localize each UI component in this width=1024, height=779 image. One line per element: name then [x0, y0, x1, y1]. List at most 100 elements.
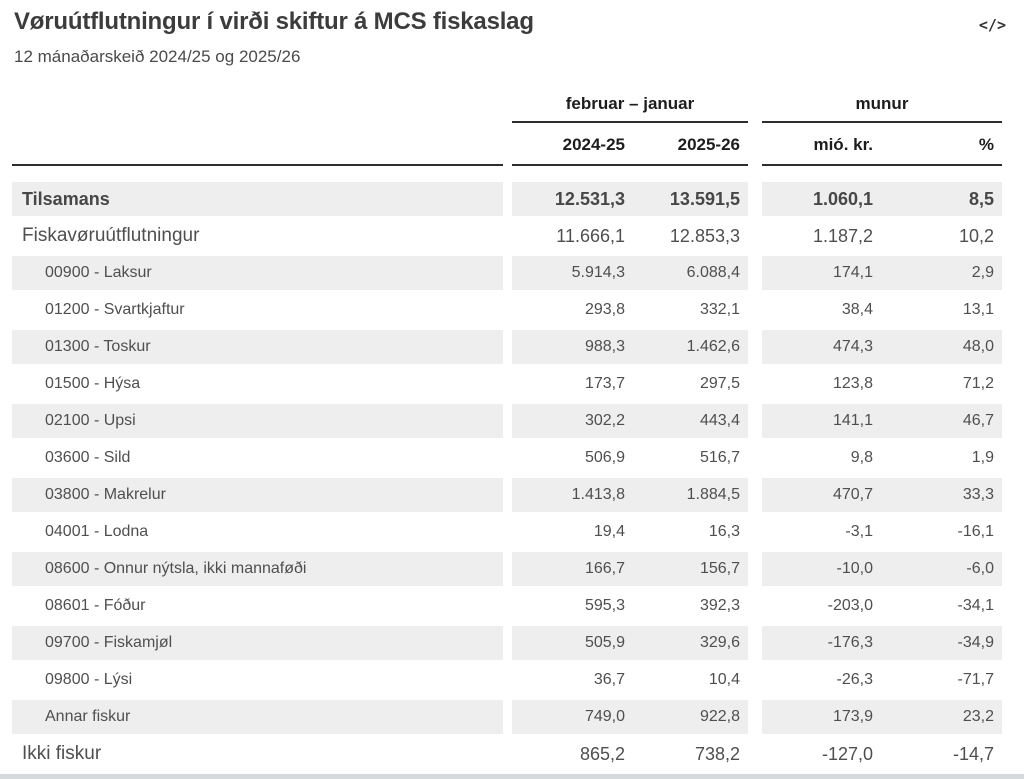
table-row: 04001 - Lodna 19,4 16,3 -3,1 -16,1 [12, 515, 1002, 549]
page-subtitle: 12 mánaðarskeið 2024/25 og 2025/26 [14, 47, 301, 66]
row-value: 156,7 [699, 560, 740, 577]
row-value: -71,7 [957, 671, 994, 688]
row-value: 173,9 [832, 708, 873, 725]
row-value: -10,0 [836, 560, 873, 577]
row-label: 08600 - Onnur nýtsla, ikki mannaføði [12, 552, 503, 586]
row-value: 2,9 [971, 264, 994, 281]
row-value: -176,3 [827, 634, 873, 651]
group-header-difference: munur [762, 92, 1002, 123]
table-row: 09800 - Lýsi 36,7 10,4 -26,3 -71,7 [12, 663, 1002, 697]
row-value: -6,0 [966, 560, 994, 577]
table-group-header-row: februar – januar munur [12, 92, 1002, 123]
row-label: 01300 - Toskur [12, 330, 503, 364]
page-header: Vøruútflutningur í virði skiftur á MCS f… [14, 8, 1010, 67]
table-row: 00900 - Laksur 5.914,3 6.088,4 174,1 2,9 [12, 256, 1002, 290]
table-row: 01300 - Toskur 988,3 1.462,6 474,3 48,0 [12, 330, 1002, 364]
column-header-2025-26: 2025-26 [677, 135, 740, 154]
row-label: 09700 - Fiskamjøl [12, 626, 503, 660]
row-value: 1.462,6 [686, 338, 740, 355]
column-header-mio-kr: mió. kr. [813, 135, 873, 154]
row-value: 922,8 [699, 708, 740, 725]
row-value: 1.884,5 [686, 486, 740, 503]
row-value: -203,0 [827, 597, 873, 614]
row-value: 1.187,2 [812, 226, 873, 246]
row-value: 12.853,3 [669, 226, 740, 246]
row-value: 392,3 [699, 597, 740, 614]
row-value: 9,8 [850, 449, 873, 466]
row-label: 04001 - Lodna [45, 523, 149, 540]
row-value: 5.914,3 [571, 264, 625, 281]
row-value: 173,7 [584, 375, 625, 392]
row-value: 1.060,1 [812, 189, 873, 209]
row-value: -127,0 [821, 744, 873, 764]
table-row: Fiskavøruútflutningur 11.666,1 12.853,3 … [12, 219, 1002, 253]
row-value: 36,7 [593, 671, 625, 688]
row-value: 13.591,5 [669, 189, 740, 209]
row-value: 297,5 [699, 375, 740, 392]
row-value: 988,3 [584, 338, 625, 355]
table-row: 09700 - Fiskamjøl 505,9 329,6 -176,3 -34… [12, 626, 1002, 660]
row-value: 516,7 [699, 449, 740, 466]
table-row: 03600 - Sild 506,9 516,7 9,8 1,9 [12, 441, 1002, 475]
row-value: 506,9 [584, 449, 625, 466]
row-value: 474,3 [832, 338, 873, 355]
row-value: 16,3 [708, 523, 740, 540]
row-value: 1.413,8 [571, 486, 625, 503]
row-value: 123,8 [832, 375, 873, 392]
row-value: 10,4 [708, 671, 740, 688]
group-header-period: februar – januar [512, 92, 748, 123]
row-value: -3,1 [845, 523, 873, 540]
row-value: 48,0 [962, 338, 994, 355]
table-row: 02100 - Upsi 302,2 443,4 141,1 46,7 [12, 404, 1002, 438]
page-title: Vøruútflutningur í virði skiftur á MCS f… [14, 8, 534, 35]
row-label: Ikki fiskur [22, 743, 102, 764]
row-value: 302,2 [584, 412, 625, 429]
column-header-spacer [12, 123, 503, 166]
row-label: 08601 - Fóður [45, 597, 146, 614]
row-value: -34,9 [957, 634, 994, 651]
row-value: 293,8 [584, 301, 625, 318]
row-value: 749,0 [584, 708, 625, 725]
row-value: 46,7 [962, 412, 994, 429]
row-value: 505,9 [584, 634, 625, 651]
table-row: 01500 - Hýsa 173,7 297,5 123,8 71,2 [12, 367, 1002, 401]
table-row: Tilsamans 12.531,3 13.591,5 1.060,1 8,5 [12, 182, 1002, 216]
row-value: 19,4 [593, 523, 625, 540]
group-header-spacer [12, 92, 503, 123]
row-value: -16,1 [957, 523, 994, 540]
table-row: Annar fiskur 749,0 922,8 173,9 23,2 [12, 700, 1002, 734]
table-row: Ikki fiskur 865,2 738,2 -127,0 -14,7 [12, 737, 1002, 771]
bottom-scrollbar-track[interactable] [0, 774, 1024, 779]
row-value: 595,3 [584, 597, 625, 614]
column-header-2024-25: 2024-25 [562, 135, 625, 154]
row-label: Tilsamans [12, 182, 503, 216]
row-value: 332,1 [699, 301, 740, 318]
row-value: 166,7 [584, 560, 625, 577]
row-label: 00900 - Laksur [12, 256, 503, 290]
data-table: februar – januar munur 2024-25 2025-26 m… [12, 92, 1002, 774]
row-value: -34,1 [957, 597, 994, 614]
row-label: Fiskavøruútflutningur [22, 225, 200, 246]
row-value: 8,5 [968, 189, 994, 209]
row-value: 6.088,4 [686, 264, 740, 281]
row-value: 141,1 [832, 412, 873, 429]
row-value: 33,3 [962, 486, 994, 503]
table-column-header-row: 2024-25 2025-26 mió. kr. % [12, 123, 1002, 166]
row-value: 1,9 [971, 449, 994, 466]
row-label: 03600 - Sild [45, 449, 131, 466]
row-value: 12.531,3 [554, 189, 625, 209]
embed-code-icon[interactable]: </> [978, 16, 1006, 34]
row-label: 02100 - Upsi [12, 404, 503, 438]
row-value: 38,4 [841, 301, 873, 318]
row-value: 738,2 [694, 744, 740, 764]
row-value: 329,6 [699, 634, 740, 651]
row-value: 13,1 [962, 301, 994, 318]
row-value: 23,2 [962, 708, 994, 725]
row-value: -14,7 [952, 744, 994, 764]
table-body: Tilsamans 12.531,3 13.591,5 1.060,1 8,5 … [12, 182, 1002, 771]
row-label: Annar fiskur [12, 700, 503, 734]
row-label: 01500 - Hýsa [45, 375, 141, 392]
row-label: 01200 - Svartkjaftur [45, 301, 185, 318]
row-value: 443,4 [699, 412, 740, 429]
